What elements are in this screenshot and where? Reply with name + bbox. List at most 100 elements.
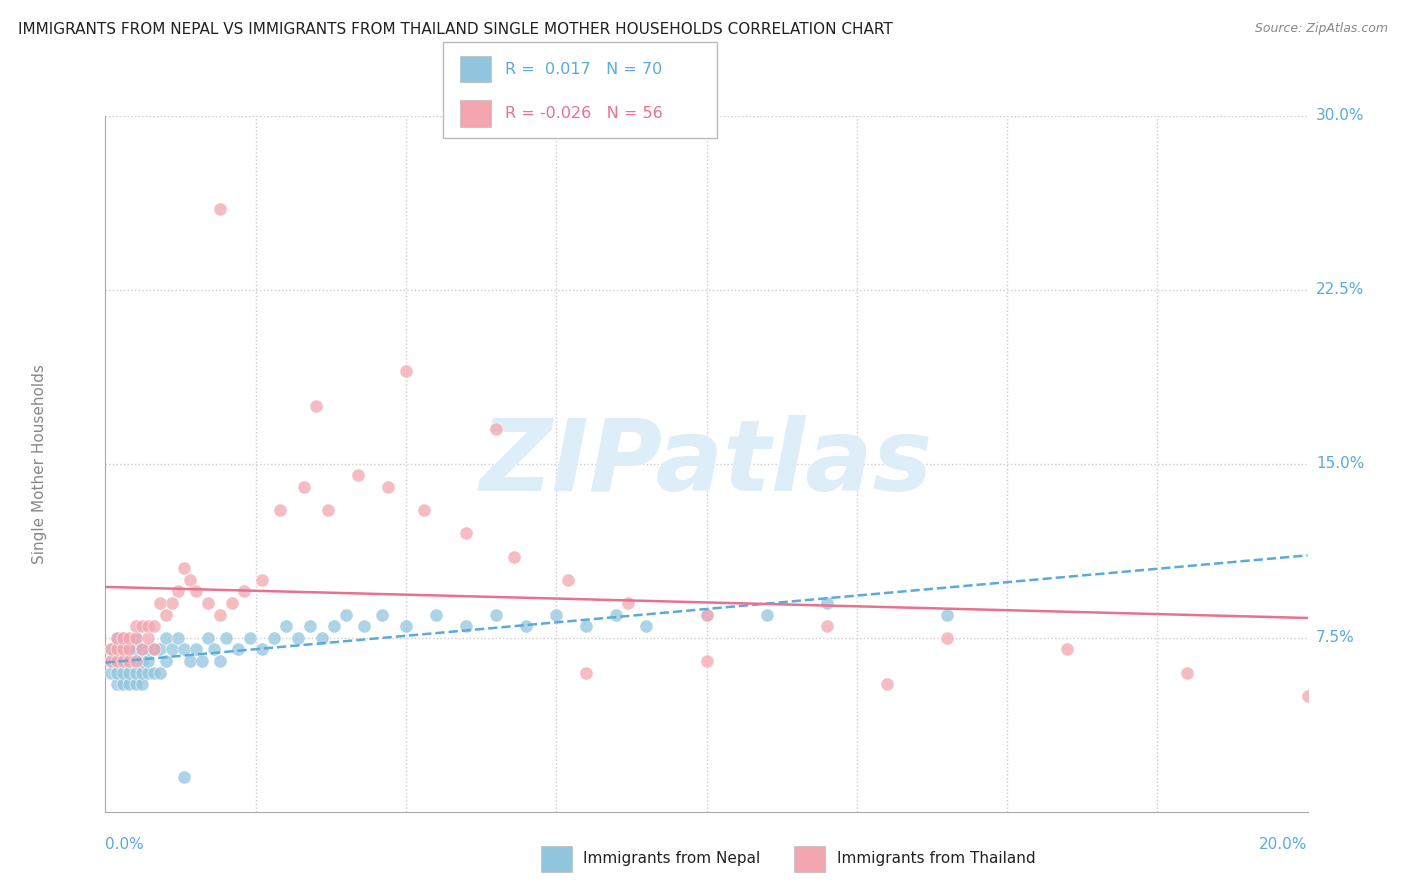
Point xyxy=(131,677,153,691)
Point xyxy=(112,631,135,645)
Point xyxy=(208,654,231,668)
Point xyxy=(142,642,165,657)
Point xyxy=(546,607,568,622)
Text: 15.0%: 15.0% xyxy=(1316,457,1364,471)
Point xyxy=(173,770,195,784)
Point xyxy=(100,654,122,668)
Text: Source: ZipAtlas.com: Source: ZipAtlas.com xyxy=(1254,22,1388,36)
Point xyxy=(112,665,135,680)
Point xyxy=(160,596,183,610)
Point xyxy=(100,665,122,680)
Point xyxy=(269,503,291,517)
Point xyxy=(250,573,273,587)
Point xyxy=(136,642,159,657)
Point xyxy=(636,619,658,633)
Point xyxy=(208,607,231,622)
Point xyxy=(124,654,146,668)
Point xyxy=(1175,665,1198,680)
Point xyxy=(148,642,170,657)
Point xyxy=(876,677,898,691)
Point xyxy=(100,642,122,657)
Point xyxy=(305,399,328,413)
Text: Immigrants from Thailand: Immigrants from Thailand xyxy=(837,851,1035,865)
Point xyxy=(190,654,212,668)
Point xyxy=(112,677,135,691)
Point xyxy=(107,631,129,645)
Point xyxy=(107,642,129,657)
Point xyxy=(155,654,177,668)
Point xyxy=(112,654,135,668)
Point xyxy=(112,631,135,645)
Point xyxy=(395,364,418,378)
Point xyxy=(131,642,153,657)
Point xyxy=(112,642,135,657)
Point xyxy=(605,607,627,622)
Point xyxy=(214,631,236,645)
Point xyxy=(173,561,195,575)
Text: R = -0.026   N = 56: R = -0.026 N = 56 xyxy=(505,106,662,120)
Point xyxy=(226,642,249,657)
Text: Immigrants from Nepal: Immigrants from Nepal xyxy=(583,851,761,865)
Point xyxy=(322,619,344,633)
Point xyxy=(155,631,177,645)
Point xyxy=(107,654,129,668)
Point xyxy=(118,631,141,645)
Point xyxy=(124,677,146,691)
Point xyxy=(202,642,225,657)
Point xyxy=(136,619,159,633)
Point xyxy=(347,468,370,483)
Point xyxy=(815,619,838,633)
Point xyxy=(184,642,207,657)
Point xyxy=(173,642,195,657)
Point xyxy=(274,619,297,633)
Point xyxy=(292,480,315,494)
Point xyxy=(131,654,153,668)
Point xyxy=(287,631,309,645)
Point xyxy=(617,596,640,610)
Text: 7.5%: 7.5% xyxy=(1316,631,1354,645)
Text: IMMIGRANTS FROM NEPAL VS IMMIGRANTS FROM THAILAND SINGLE MOTHER HOUSEHOLDS CORRE: IMMIGRANTS FROM NEPAL VS IMMIGRANTS FROM… xyxy=(18,22,893,37)
Point xyxy=(131,665,153,680)
Point xyxy=(197,631,219,645)
Point xyxy=(454,526,477,541)
Point xyxy=(515,619,537,633)
Point xyxy=(454,619,477,633)
Point xyxy=(353,619,375,633)
Point xyxy=(160,642,183,657)
Point xyxy=(131,642,153,657)
Text: ZIPatlas: ZIPatlas xyxy=(479,416,934,512)
Point xyxy=(112,642,135,657)
Point xyxy=(118,654,141,668)
Point xyxy=(485,422,508,436)
Point xyxy=(485,607,508,622)
Point xyxy=(107,665,129,680)
Point xyxy=(118,654,141,668)
Point xyxy=(136,631,159,645)
Text: 20.0%: 20.0% xyxy=(1260,837,1308,852)
Point xyxy=(148,596,170,610)
Point xyxy=(936,631,959,645)
Point xyxy=(425,607,447,622)
Point xyxy=(124,654,146,668)
Point xyxy=(107,677,129,691)
Point xyxy=(503,549,526,564)
Point xyxy=(311,631,333,645)
Point xyxy=(142,642,165,657)
Point xyxy=(575,665,598,680)
Point xyxy=(124,631,146,645)
Text: 22.5%: 22.5% xyxy=(1316,283,1364,297)
Text: R =  0.017   N = 70: R = 0.017 N = 70 xyxy=(505,62,662,77)
Point xyxy=(696,654,718,668)
Point xyxy=(239,631,262,645)
Point xyxy=(335,607,357,622)
Point xyxy=(107,654,129,668)
Point xyxy=(232,584,254,599)
Point xyxy=(179,573,201,587)
Point xyxy=(148,665,170,680)
Point xyxy=(118,642,141,657)
Point xyxy=(124,631,146,645)
Point xyxy=(142,665,165,680)
Text: Single Mother Households: Single Mother Households xyxy=(32,364,46,564)
Point xyxy=(107,631,129,645)
Point xyxy=(936,607,959,622)
